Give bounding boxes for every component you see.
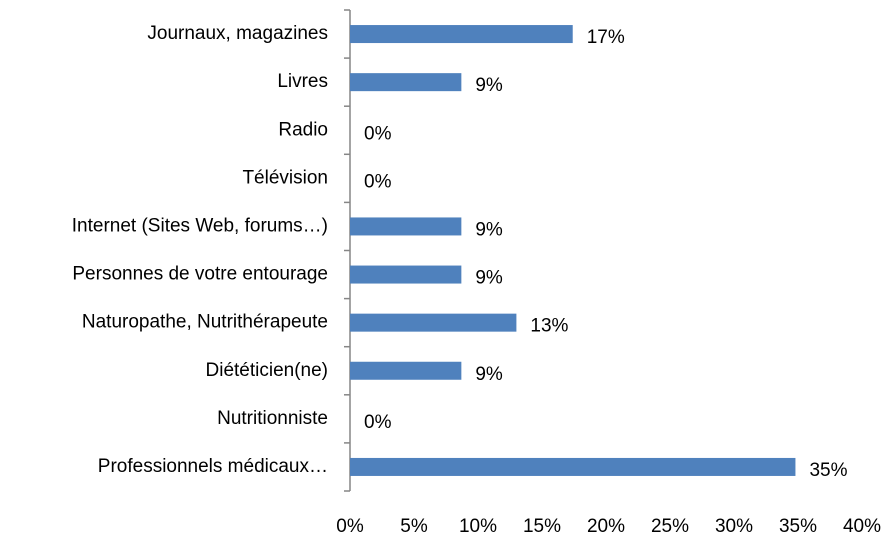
data-label: 17% bbox=[587, 27, 625, 48]
bar bbox=[350, 217, 462, 236]
y-tick-label: Télévision bbox=[242, 167, 328, 188]
bar bbox=[350, 73, 462, 92]
bar bbox=[350, 25, 573, 44]
y-tick-label: Nutritionniste bbox=[217, 408, 328, 429]
bar bbox=[350, 457, 796, 476]
y-tick-label: Internet (Sites Web, forums…) bbox=[72, 215, 328, 236]
x-tick-label: 25% bbox=[651, 516, 689, 537]
data-label: 9% bbox=[475, 364, 503, 385]
x-tick-label: 5% bbox=[400, 516, 428, 537]
x-tick-label: 30% bbox=[715, 516, 753, 537]
bar bbox=[350, 361, 462, 380]
x-tick-label: 40% bbox=[843, 516, 881, 537]
y-tick-label: Naturopathe, Nutrithérapeute bbox=[82, 312, 328, 333]
bar bbox=[350, 313, 517, 332]
x-tick-label: 15% bbox=[523, 516, 561, 537]
x-tick-label: 10% bbox=[459, 516, 497, 537]
data-label: 9% bbox=[475, 75, 503, 96]
data-label: 9% bbox=[475, 268, 503, 289]
y-tick-label: Livres bbox=[277, 71, 328, 92]
y-tick-label: Diététicien(ne) bbox=[206, 360, 329, 381]
y-tick-label: Personnes de votre entourage bbox=[72, 264, 328, 285]
x-tick-label: 35% bbox=[779, 516, 817, 537]
data-label: 0% bbox=[364, 171, 392, 192]
x-tick-label: 20% bbox=[587, 516, 625, 537]
y-tick-label: Professionnels médicaux… bbox=[98, 456, 328, 477]
data-label: 9% bbox=[475, 219, 503, 240]
data-label: 35% bbox=[809, 460, 847, 481]
bar bbox=[350, 265, 462, 284]
data-label: 13% bbox=[530, 316, 568, 337]
x-tick-label: 0% bbox=[336, 516, 364, 537]
data-label: 0% bbox=[364, 412, 392, 433]
data-label: 0% bbox=[364, 123, 392, 144]
y-tick-label: Radio bbox=[278, 119, 328, 140]
y-tick-label: Journaux, magazines bbox=[147, 23, 328, 44]
